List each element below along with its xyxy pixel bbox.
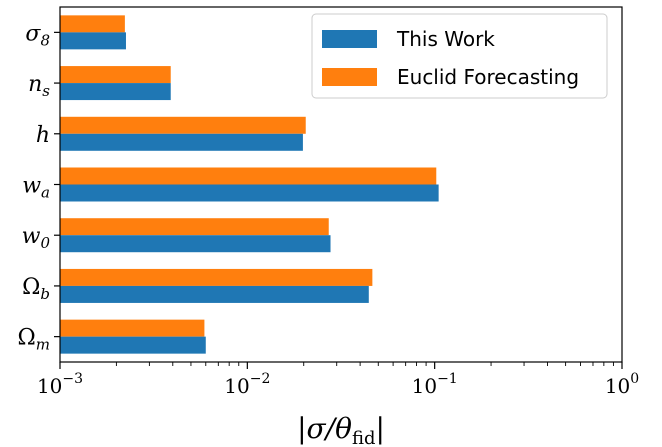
y-tick-label: w0	[22, 224, 51, 252]
bars-group	[60, 15, 439, 354]
x-tick-label: 100	[605, 371, 639, 398]
x-tick-label: 10−3	[37, 371, 83, 398]
legend: This Work Euclid Forecasting	[311, 13, 608, 99]
bar-euclid-forecasting-0	[60, 15, 125, 33]
bar-this-work-4	[60, 235, 331, 253]
y-tick-label: h	[36, 123, 50, 148]
legend-box	[311, 13, 608, 99]
x-axis-label: |σ/θfid|	[297, 412, 385, 447]
bar-euclid-forecasting-6	[60, 319, 205, 337]
y-tick-label: wa	[22, 174, 50, 202]
y-axis-ticks: σ8 ns h wa w0 Ωb Ωm	[18, 21, 60, 354]
legend-label: This Work	[396, 27, 495, 51]
bar-euclid-forecasting-3	[60, 167, 437, 185]
legend-label: Euclid Forecasting	[397, 65, 579, 89]
bar-this-work-3	[60, 184, 439, 202]
x-axis-ticks: 10−3 10−2 10−1 100	[37, 362, 639, 398]
x-tick-label: 10−1	[412, 371, 458, 398]
bar-this-work-1	[60, 83, 171, 101]
legend-swatch	[322, 30, 377, 48]
y-tick-label: Ωb	[22, 275, 50, 303]
bar-euclid-forecasting-5	[60, 268, 373, 286]
bar-this-work-5	[60, 285, 369, 303]
y-tick-label: σ8	[25, 21, 50, 49]
bar-euclid-forecasting-2	[60, 116, 306, 134]
legend-swatch	[322, 68, 377, 86]
bar-this-work-2	[60, 133, 303, 151]
bar-this-work-0	[60, 32, 126, 50]
x-tick-label: 10−2	[224, 371, 270, 398]
y-tick-label: Ωm	[18, 326, 50, 354]
bar-this-work-6	[60, 336, 206, 354]
y-tick-label: ns	[28, 72, 50, 100]
bar-euclid-forecasting-1	[60, 66, 171, 84]
bar-euclid-forecasting-4	[60, 218, 329, 236]
